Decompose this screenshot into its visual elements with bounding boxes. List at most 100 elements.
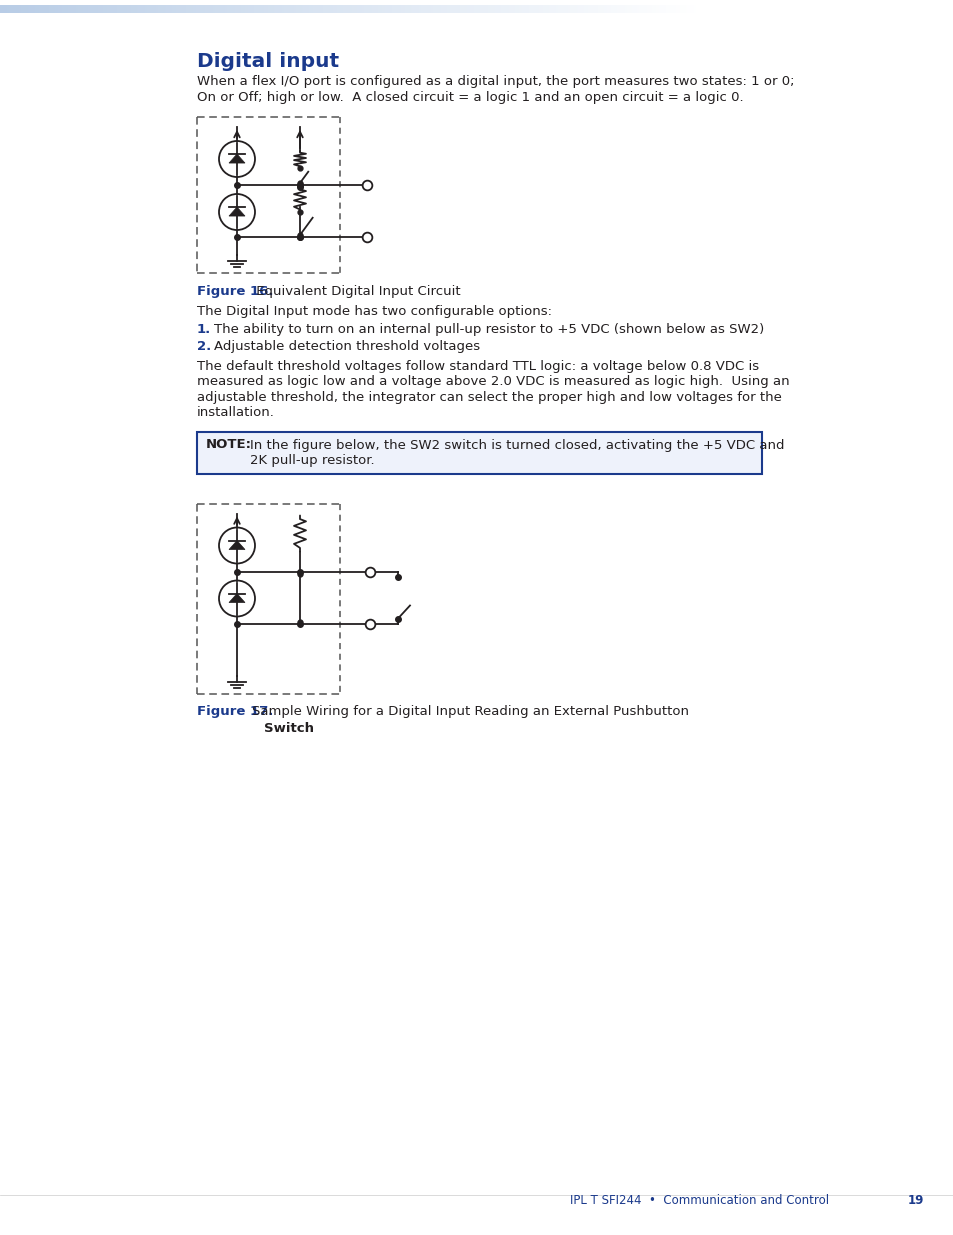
Bar xyxy=(616,5,617,14)
Bar xyxy=(833,5,834,14)
Bar xyxy=(87,5,88,14)
Bar xyxy=(905,5,906,14)
Bar xyxy=(38,5,39,14)
Bar xyxy=(612,5,613,14)
Bar xyxy=(327,5,328,14)
Bar xyxy=(3,5,4,14)
Bar xyxy=(258,5,260,14)
Bar xyxy=(168,5,169,14)
Bar xyxy=(483,5,484,14)
Bar xyxy=(240,5,241,14)
Bar xyxy=(456,5,457,14)
Bar xyxy=(249,5,250,14)
Bar xyxy=(945,5,946,14)
Bar xyxy=(642,5,643,14)
Bar xyxy=(660,5,661,14)
Bar xyxy=(14,5,15,14)
Bar xyxy=(440,5,441,14)
Bar xyxy=(902,5,903,14)
Bar xyxy=(353,5,354,14)
Bar xyxy=(480,5,481,14)
Bar xyxy=(794,5,795,14)
Bar xyxy=(831,5,832,14)
Bar xyxy=(734,5,735,14)
Bar xyxy=(103,5,104,14)
Bar xyxy=(225,5,226,14)
Bar xyxy=(427,5,428,14)
Bar xyxy=(743,5,744,14)
Bar xyxy=(919,5,920,14)
Bar xyxy=(292,5,293,14)
Bar xyxy=(66,5,67,14)
Bar xyxy=(334,5,335,14)
Bar xyxy=(740,5,741,14)
Bar xyxy=(344,5,345,14)
Bar xyxy=(809,5,810,14)
Bar xyxy=(937,5,938,14)
Bar xyxy=(395,5,396,14)
Bar xyxy=(933,5,934,14)
Bar xyxy=(942,5,943,14)
Bar xyxy=(710,5,711,14)
Bar xyxy=(583,5,584,14)
Bar xyxy=(820,5,821,14)
Bar xyxy=(275,5,276,14)
Bar xyxy=(556,5,557,14)
Bar xyxy=(889,5,890,14)
Bar xyxy=(312,5,313,14)
Bar xyxy=(116,5,117,14)
Bar xyxy=(875,5,876,14)
Bar xyxy=(748,5,749,14)
Bar xyxy=(523,5,524,14)
Bar xyxy=(192,5,193,14)
Bar xyxy=(237,5,239,14)
Text: Figure 17.: Figure 17. xyxy=(196,705,274,719)
Bar xyxy=(295,5,296,14)
Bar xyxy=(550,5,551,14)
Bar xyxy=(330,5,331,14)
Bar xyxy=(367,5,368,14)
Bar xyxy=(30,5,32,14)
Bar xyxy=(477,5,478,14)
Bar xyxy=(517,5,518,14)
Bar xyxy=(99,5,100,14)
Bar xyxy=(896,5,897,14)
Bar xyxy=(522,5,523,14)
Bar xyxy=(691,5,692,14)
Bar xyxy=(606,5,607,14)
Bar xyxy=(467,5,468,14)
Bar xyxy=(914,5,915,14)
Bar xyxy=(872,5,873,14)
Bar xyxy=(54,5,55,14)
Bar xyxy=(122,5,123,14)
Bar xyxy=(952,5,953,14)
Bar xyxy=(784,5,785,14)
Bar xyxy=(514,5,515,14)
Bar xyxy=(573,5,574,14)
Bar xyxy=(742,5,743,14)
Bar xyxy=(174,5,175,14)
Bar xyxy=(596,5,597,14)
Bar xyxy=(269,5,270,14)
Bar xyxy=(911,5,912,14)
Bar xyxy=(418,5,419,14)
Bar xyxy=(546,5,547,14)
Bar xyxy=(381,5,382,14)
Bar xyxy=(205,5,206,14)
Bar xyxy=(352,5,353,14)
Bar xyxy=(810,5,811,14)
Bar xyxy=(75,5,76,14)
Bar xyxy=(120,5,121,14)
Bar xyxy=(26,5,27,14)
Bar xyxy=(525,5,526,14)
Bar xyxy=(214,5,215,14)
Bar xyxy=(288,5,289,14)
Bar xyxy=(434,5,435,14)
Bar xyxy=(571,5,572,14)
Bar xyxy=(663,5,664,14)
Bar xyxy=(618,5,619,14)
Bar xyxy=(907,5,908,14)
Bar xyxy=(206,5,207,14)
Bar xyxy=(276,5,277,14)
Bar xyxy=(144,5,145,14)
